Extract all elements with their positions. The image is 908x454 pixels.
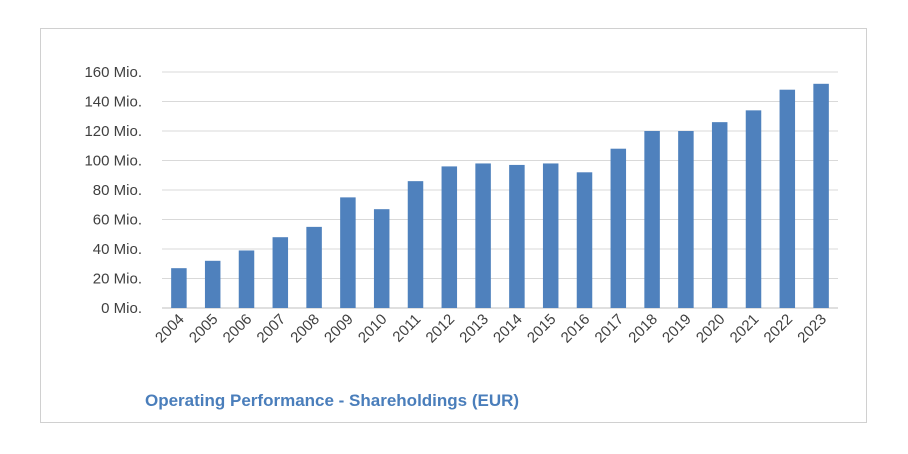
bar [610,148,627,308]
x-tick-label: 2004 [152,311,188,347]
bar [373,209,390,308]
bar [171,268,187,308]
x-tick-label: 2018 [625,311,661,347]
bar [711,122,728,309]
bar [475,163,491,308]
bar [745,110,762,308]
y-tick-label: 40 Mio. [93,241,142,258]
bar [813,83,829,308]
y-tick-label: 80 Mio. [93,182,142,199]
x-tick-label: 2020 [693,311,729,347]
y-axis-tick-labels: 0 Mio. 20 Mio. 40 Mio. 60 Mio. 80 Mio. 100 Mi… [84,64,142,317]
x-tick-label: 2005 [186,311,222,347]
x-tick-label: 2010 [355,311,391,347]
x-tick-label: 2009 [321,311,357,347]
x-tick-label: 2007 [254,311,290,347]
x-tick-label: 2019 [659,311,695,347]
x-tick-label: 2011 [389,311,424,346]
x-tick-label: 2022 [761,311,797,347]
x-tick-label: 2023 [794,311,830,347]
x-tick-label: 2017 [592,311,628,347]
x-tick-label: 2014 [490,311,526,347]
bar [204,260,221,308]
y-tick-label: 140 Mio. [84,94,142,111]
bar [272,237,289,308]
y-tick-label: 120 Mio. [84,123,142,140]
x-tick-label: 2008 [287,311,323,347]
bar [340,197,356,308]
bar [407,181,424,308]
x-tick-label: 2013 [456,311,492,347]
bar [779,89,796,308]
x-tick-label: 2015 [524,311,560,347]
bars [171,83,829,309]
bar [509,164,525,308]
bar [542,163,559,308]
bar [678,131,694,308]
gridlines [162,71,838,309]
bar [576,172,593,308]
x-tick-label: 2012 [423,311,459,347]
y-tick-label: 0 Mio. [101,300,142,317]
x-axis-tick-labels: 2004200520062007200820092010201120122013… [152,311,830,347]
chart-title: Operating Performance - Shareholdings (E… [145,391,519,410]
bar [306,226,322,308]
bar [441,166,458,308]
bar [644,131,660,308]
y-tick-label: 100 Mio. [84,153,142,170]
x-tick-label: 2006 [220,311,256,347]
y-tick-label: 160 Mio. [84,64,142,81]
x-tick-label: 2021 [727,311,763,347]
x-tick-label: 2016 [558,311,594,347]
y-tick-label: 60 Mio. [93,212,142,229]
bar [238,250,255,308]
y-tick-label: 20 Mio. [93,271,142,288]
